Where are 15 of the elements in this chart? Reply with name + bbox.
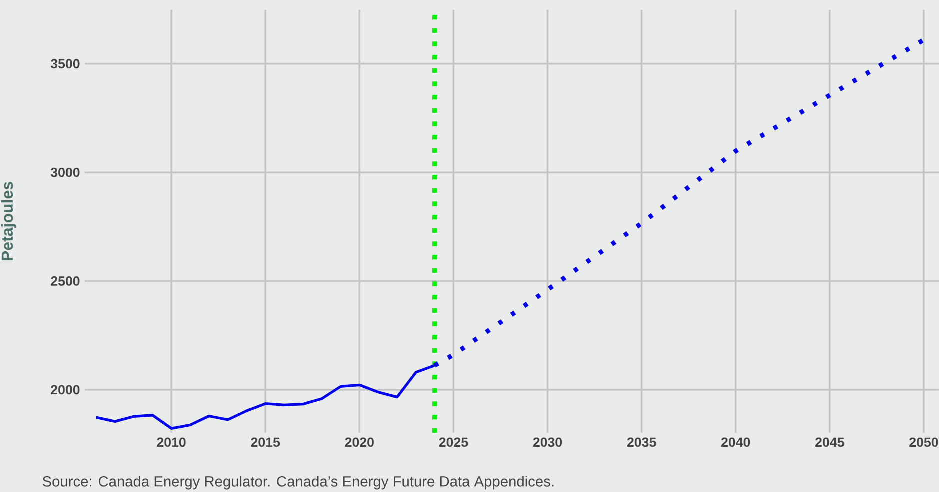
x-tick-label: 2040	[721, 438, 750, 448]
y-tick-label: 2500	[51, 276, 80, 286]
x-tick-label: 2025	[439, 438, 468, 448]
x-tick-label: 2050	[910, 438, 938, 448]
y-axis-title: Petajoules	[1, 182, 16, 260]
source-note: Source: Canada Energy Regulator. Canada’s Energy Future Data Appendices.	[42, 476, 554, 490]
y-tick-label: 3000	[50, 168, 80, 178]
x-tick-label: 2030	[533, 438, 562, 448]
y-tick-label: 2000	[51, 385, 80, 395]
y-tick-label: 3500	[50, 59, 80, 69]
x-tick-label: 2020	[345, 438, 374, 448]
x-tick-label: 2010	[157, 438, 186, 448]
x-tick-label: 2015	[251, 438, 280, 448]
x-tick-label: 2035	[627, 438, 656, 448]
x-tick-label: 2045	[816, 438, 844, 448]
